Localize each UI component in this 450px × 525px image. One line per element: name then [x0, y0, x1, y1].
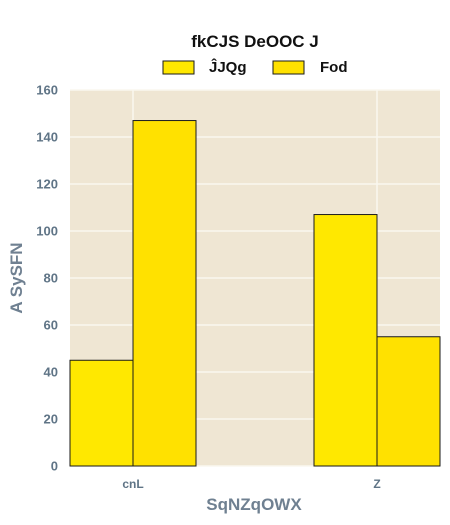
- y-tick-label: 20: [44, 412, 58, 427]
- legend: ĴJQg Fod: [162, 58, 348, 76]
- chart-title: fkCJS DeOOC J: [191, 32, 319, 51]
- y-axis-ticks: 0 20 40 60 80 100 120 140 160: [36, 83, 58, 474]
- bars: [69, 120, 441, 467]
- y-tick-label: 120: [36, 177, 58, 192]
- y-tick-label: 140: [36, 130, 58, 145]
- y-tick-label: 60: [44, 318, 58, 333]
- y-tick-label: 100: [36, 224, 58, 239]
- y-tick-label: 160: [36, 83, 58, 98]
- x-tick-label: Z: [373, 477, 380, 491]
- x-axis-label: SqNZqOWX: [206, 495, 302, 514]
- y-tick-label: 0: [51, 459, 58, 474]
- bar-series-1-cnL: [69, 359, 134, 467]
- y-tick-label: 40: [44, 365, 58, 380]
- legend-label-series-1: ĴJQg: [209, 58, 247, 76]
- y-tick-label: 80: [44, 271, 58, 286]
- x-axis-ticks: cnL Z: [122, 477, 380, 491]
- bar-series-1-Z: [313, 214, 378, 467]
- legend-swatch-series-1: [162, 60, 195, 75]
- legend-swatch-series-2: [272, 60, 305, 75]
- legend-label-series-2: Fod: [320, 59, 348, 76]
- x-tick-label: cnL: [122, 477, 143, 491]
- bar-series-2-Z: [376, 336, 441, 467]
- bar-series-2-cnL: [132, 120, 197, 467]
- y-axis-label: A SySFN: [7, 242, 26, 313]
